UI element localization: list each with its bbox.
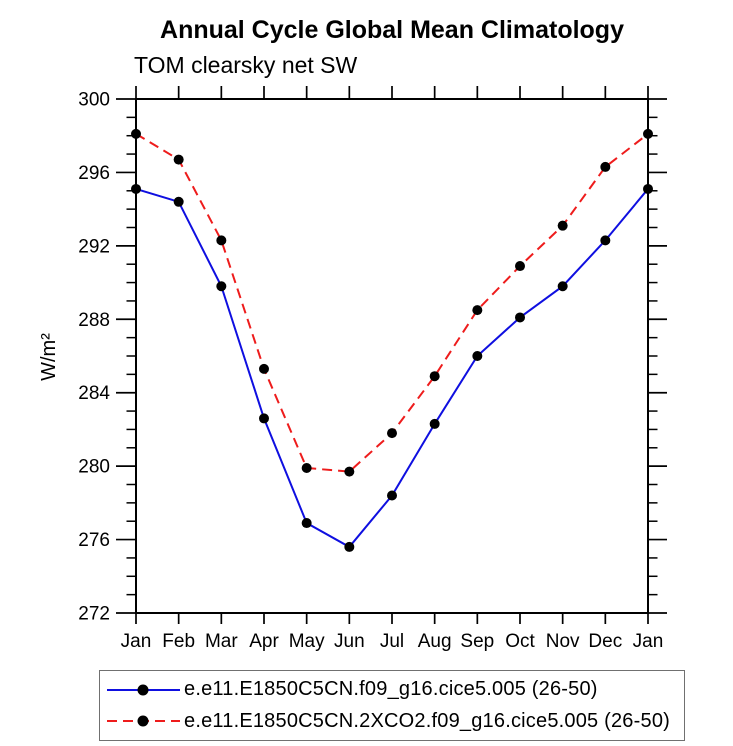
data-point-marker bbox=[344, 466, 355, 477]
x-tick-label: Aug bbox=[418, 631, 452, 652]
data-point-marker bbox=[515, 261, 525, 272]
data-point-marker bbox=[173, 196, 184, 207]
legend-box: e.e11.E1850C5CN.f09_g16.cice5.005 (26-50… bbox=[99, 670, 685, 741]
legend-line-sample-solid bbox=[107, 684, 180, 696]
y-tick-label: 288 bbox=[78, 310, 110, 331]
x-tick-label: Feb bbox=[162, 631, 195, 652]
y-tick-label: 292 bbox=[78, 236, 110, 257]
series-line-1 bbox=[135, 133, 649, 473]
data-point-marker bbox=[173, 154, 184, 165]
data-point-marker bbox=[387, 428, 397, 439]
x-tick-label: May bbox=[289, 631, 325, 652]
data-point-marker bbox=[387, 490, 397, 501]
data-point-marker bbox=[429, 418, 440, 429]
y-tick-label: 276 bbox=[78, 530, 110, 551]
y-axis-title: W/m² bbox=[38, 333, 60, 381]
data-point-marker bbox=[472, 351, 483, 361]
data-point-marker bbox=[259, 413, 269, 424]
legend-item-control-run: e.e11.E1850C5CN.f09_g16.cice5.005 (26-50… bbox=[100, 677, 684, 703]
chart-subtitle: TOM clearsky net SW bbox=[134, 52, 358, 78]
y-tick-label: 296 bbox=[78, 163, 110, 184]
x-tick-label: Nov bbox=[546, 631, 580, 652]
data-point-marker bbox=[131, 128, 141, 139]
x-tick-label: Jan bbox=[121, 631, 152, 652]
data-point-marker bbox=[429, 371, 440, 382]
y-tick-label: 272 bbox=[78, 604, 110, 625]
legend-label: e.e11.E1850C5CN.f09_g16.cice5.005 (26-50… bbox=[184, 678, 598, 701]
data-point-marker bbox=[472, 305, 483, 316]
data-point-marker bbox=[216, 281, 227, 292]
x-tick-label: Apr bbox=[249, 631, 279, 652]
chart-title: Annual Cycle Global Mean Climatology bbox=[160, 16, 624, 44]
data-point-marker bbox=[557, 281, 568, 292]
y-tick-label: 280 bbox=[78, 457, 110, 478]
x-tick-label: Oct bbox=[505, 631, 535, 652]
legend-line-sample-dashed bbox=[107, 715, 180, 727]
data-point-marker bbox=[643, 128, 653, 139]
x-tick-label: Jun bbox=[334, 631, 365, 652]
x-tick-label: Sep bbox=[460, 631, 494, 652]
x-tick-label: Jul bbox=[380, 631, 404, 652]
data-point-marker bbox=[557, 220, 568, 231]
y-tick-label: 284 bbox=[78, 383, 110, 404]
y-tick-label: 300 bbox=[78, 90, 110, 111]
data-point-marker bbox=[600, 235, 611, 246]
plot-frame bbox=[135, 98, 649, 614]
data-point-marker bbox=[131, 183, 141, 194]
data-point-marker bbox=[301, 518, 312, 529]
x-tick-label: Mar bbox=[205, 631, 238, 652]
data-point-marker bbox=[259, 363, 269, 374]
data-point-marker bbox=[515, 312, 525, 323]
x-tick-label: Jan bbox=[633, 631, 664, 652]
data-point-marker bbox=[216, 235, 227, 246]
data-point-marker bbox=[643, 183, 653, 194]
data-point-marker bbox=[344, 541, 355, 552]
data-point-marker bbox=[600, 161, 611, 172]
data-point-marker bbox=[301, 462, 312, 473]
legend-label: e.e11.E1850C5CN.2XCO2.f09_g16.cice5.005 … bbox=[184, 709, 671, 732]
x-tick-label: Dec bbox=[588, 631, 622, 652]
legend-item-2xco2-run: e.e11.E1850C5CN.2XCO2.f09_g16.cice5.005 … bbox=[100, 708, 684, 734]
